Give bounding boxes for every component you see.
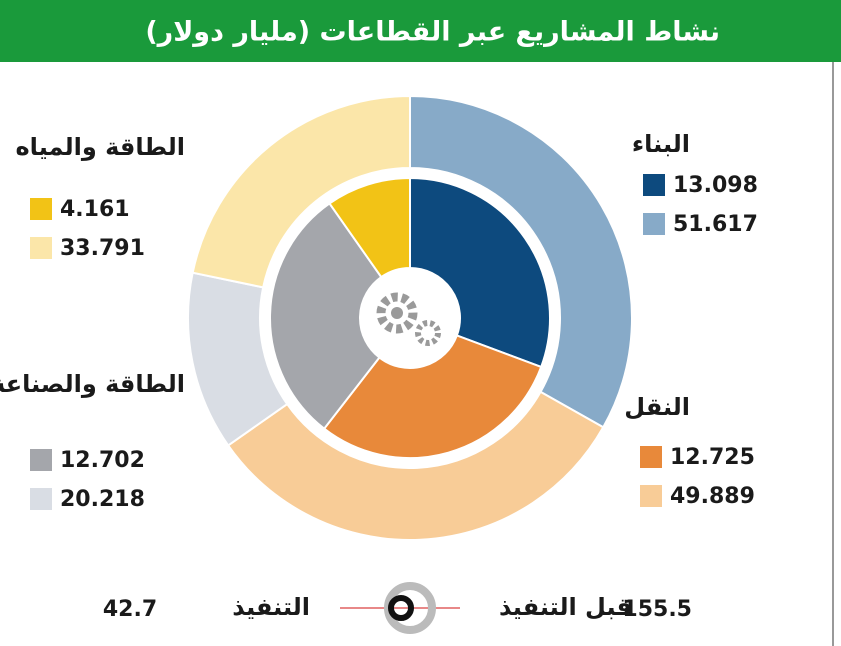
legend-value: 12.725: [670, 445, 755, 470]
legend-swatch: [640, 446, 662, 468]
legend-value: 4.161: [60, 197, 130, 222]
legend-value: 20.218: [60, 487, 145, 512]
legend-swatch: [30, 237, 52, 259]
legend-value: 33.791: [60, 236, 145, 261]
title-bar: [0, 0, 841, 62]
legend-swatch: [643, 213, 665, 235]
bottom-icon: [340, 582, 460, 634]
segment: [191, 94, 411, 289]
total-value: 42.7: [103, 597, 157, 622]
segment: [269, 202, 383, 431]
legend-value: 12.702: [60, 448, 145, 473]
total-label: التنفيذ: [232, 593, 310, 621]
legend-swatch: [30, 449, 52, 471]
legend-value: 49.889: [670, 484, 755, 509]
segment: [322, 334, 543, 459]
chart-title: نشاط المشاريع عبر القطاعات (مليار دولار): [145, 17, 720, 48]
segment: [328, 176, 411, 279]
legend-swatch: [640, 485, 662, 507]
legend-swatch: [643, 174, 665, 196]
segment: [409, 176, 551, 369]
center-icon: [376, 292, 441, 346]
legend-value: 13.098: [673, 173, 758, 198]
total-label: قبل التنفيذ: [499, 593, 632, 621]
legend-category: الطاقة والصناعة: [0, 370, 185, 398]
legend-category: النقل: [624, 393, 690, 421]
legend-swatch: [30, 488, 52, 510]
rings: [187, 94, 633, 541]
legend-swatch: [30, 198, 52, 220]
legend-value: 51.617: [673, 212, 758, 237]
segment: [226, 390, 605, 541]
total-value: 155.5: [622, 597, 692, 622]
legend-category: الطاقة والمياه: [16, 133, 185, 161]
legend-category: البناء: [632, 130, 690, 158]
segment: [409, 94, 633, 429]
